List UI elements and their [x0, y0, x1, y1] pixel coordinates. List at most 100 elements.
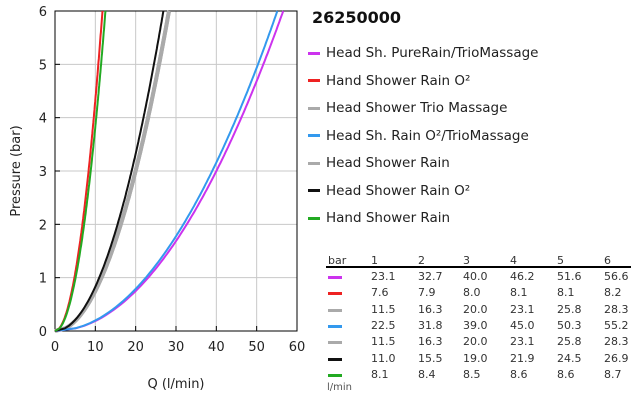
- legend-item: Head Shower Rain: [308, 154, 450, 172]
- x-tick-label: 10: [87, 340, 104, 355]
- series-curves: [54, 10, 285, 333]
- legend-label: Head Shower Rain: [326, 155, 450, 171]
- series-line: [54, 10, 104, 332]
- table-row-swatch: [328, 276, 342, 279]
- table-cell: 16.3: [418, 335, 443, 349]
- table-row: 22.5 31.8 39.0 45.0 50.3 55.2: [326, 319, 631, 333]
- legend-label: Head Sh. Rain O²/TrioMassage: [326, 127, 529, 144]
- table-cell: 11.5: [371, 302, 396, 316]
- table-cell: 32.7: [418, 270, 443, 283]
- x-axis-label: Q (l/min): [147, 377, 204, 392]
- table-cell: 15.5: [418, 351, 443, 365]
- table-cell: 11.0: [371, 351, 396, 365]
- x-tick-label: 60: [289, 340, 305, 355]
- y-tick-label: 0: [39, 325, 47, 340]
- table-row-swatch: [328, 292, 342, 296]
- table-column-header: 1: [371, 254, 378, 267]
- table-footer-unit: l/min: [327, 382, 353, 394]
- y-axis-label: Pressure (bar): [9, 125, 24, 216]
- legend-label: Head Shower Trio Massage: [326, 100, 508, 116]
- table-cell: 26.9: [604, 351, 629, 365]
- legend-label: Hand Shower Rain: [326, 210, 451, 226]
- table-cell: 25.8: [557, 302, 582, 316]
- series-line: [54, 10, 165, 332]
- legend-swatch: [308, 216, 320, 220]
- table-header-rule: [326, 266, 631, 268]
- y-tick-label: 1: [39, 272, 47, 287]
- legend-label: Head Sh. PureRain/TrioMassage: [326, 45, 539, 61]
- table-row-swatch: [328, 324, 342, 328]
- table-cell: 23.1: [371, 270, 396, 283]
- table-cell: 16.3: [418, 302, 443, 316]
- table-cell: 56.6: [604, 270, 629, 283]
- table-cell: 8.5: [463, 367, 481, 381]
- legend-item: Hand Shower Rain: [308, 209, 450, 227]
- table-row-swatch: [328, 308, 342, 312]
- table-cell: 55.2: [604, 318, 629, 332]
- table-cell: 8.6: [510, 367, 528, 381]
- table-row: 11.5 16.3 20.0 23.1 25.8 28.3: [326, 335, 631, 349]
- table-cell: 19.0: [463, 351, 488, 365]
- series-line: [54, 10, 285, 332]
- table-cell: 8.4: [418, 367, 436, 381]
- table-row-swatch: [328, 357, 342, 361]
- table-row: 11.0 15.5 19.0 21.9 24.5 26.9: [326, 352, 631, 366]
- table-row: 7.6 7.9 8.0 8.1 8.1 8.2: [326, 286, 631, 300]
- table-column-header: 5: [557, 254, 564, 267]
- table-cell: 40.0: [463, 270, 488, 283]
- series-line: [54, 10, 279, 332]
- table-cell: 8.1: [557, 286, 575, 300]
- chart-grid: [55, 11, 297, 331]
- y-tick-label: 6: [39, 5, 47, 20]
- table-cell: 8.2: [604, 286, 622, 300]
- table-cell: 11.5: [371, 335, 396, 349]
- table-cell: 50.3: [557, 318, 582, 332]
- table-row: bar 1 2 3 4 5 6: [326, 254, 631, 268]
- table-cell: 28.3: [604, 335, 629, 349]
- legend-label: Hand Shower Rain O²: [326, 72, 471, 89]
- table-cell: 25.8: [557, 335, 582, 349]
- series-line: [54, 10, 107, 332]
- table-row: 8.1 8.4 8.5 8.6 8.6 8.7: [326, 368, 631, 382]
- y-tick-label: 4: [39, 112, 47, 127]
- table-cell: 7.6: [371, 286, 389, 300]
- table-column-header: 3: [463, 254, 470, 267]
- legend-swatch: [308, 161, 320, 165]
- table-cell: 8.7: [604, 367, 622, 381]
- legend-swatch: [308, 189, 320, 192]
- table-column-header: 4: [510, 254, 517, 267]
- axis-ticks: 0 10 20 30 40 50 60 0 1 2 3 4 5 6: [39, 5, 305, 355]
- legend-item: Head Sh. PureRain/TrioMassage: [308, 44, 539, 62]
- legend-swatch: [308, 106, 320, 110]
- y-tick-label: 3: [39, 165, 47, 180]
- x-tick-label: 20: [127, 340, 144, 355]
- table-cell: 24.5: [557, 351, 582, 365]
- table-cell: 51.6: [557, 270, 582, 283]
- x-tick-label: 30: [168, 340, 185, 355]
- table-cell: 31.8: [418, 318, 443, 332]
- table-cell: 28.3: [604, 302, 629, 316]
- table-row: 11.5 16.3 20.0 23.1 25.8 28.3: [326, 303, 631, 317]
- legend-item: Head Sh. Rain O²/TrioMassage: [308, 127, 529, 145]
- y-tick-label: 2: [39, 218, 47, 233]
- table-cell: 7.9: [418, 286, 436, 300]
- legend-item: Hand Shower Rain O²: [308, 72, 470, 90]
- table-cell: 23.1: [510, 335, 535, 349]
- table-cell: 21.9: [510, 351, 535, 365]
- pressure-flow-chart: 0 10 20 30 40 50 60 0 1 2 3 4 5 6 Q (l/min) Pressure …: [9, 5, 305, 392]
- table-cell: 20.0: [463, 335, 488, 349]
- table-cell: 39.0: [463, 318, 488, 332]
- legend-label: Head Shower Rain O²: [326, 182, 471, 199]
- table-row-swatch: [328, 341, 342, 345]
- legend-swatch: [308, 134, 320, 137]
- table-row: 23.1 32.7 40.0 46.2 51.6 56.6: [326, 270, 631, 284]
- table-cell: 23.1: [510, 302, 535, 316]
- table-cell: 8.1: [371, 367, 389, 381]
- table-column-header: 2: [418, 254, 425, 267]
- table-row-swatch: [328, 373, 342, 377]
- legend-item: Head Shower Rain O²: [308, 182, 470, 200]
- legend-item: Head Shower Trio Massage: [308, 99, 507, 117]
- table-cell: 45.0: [510, 318, 535, 332]
- legend-swatch: [308, 51, 320, 55]
- table-cell: 8.0: [463, 286, 481, 300]
